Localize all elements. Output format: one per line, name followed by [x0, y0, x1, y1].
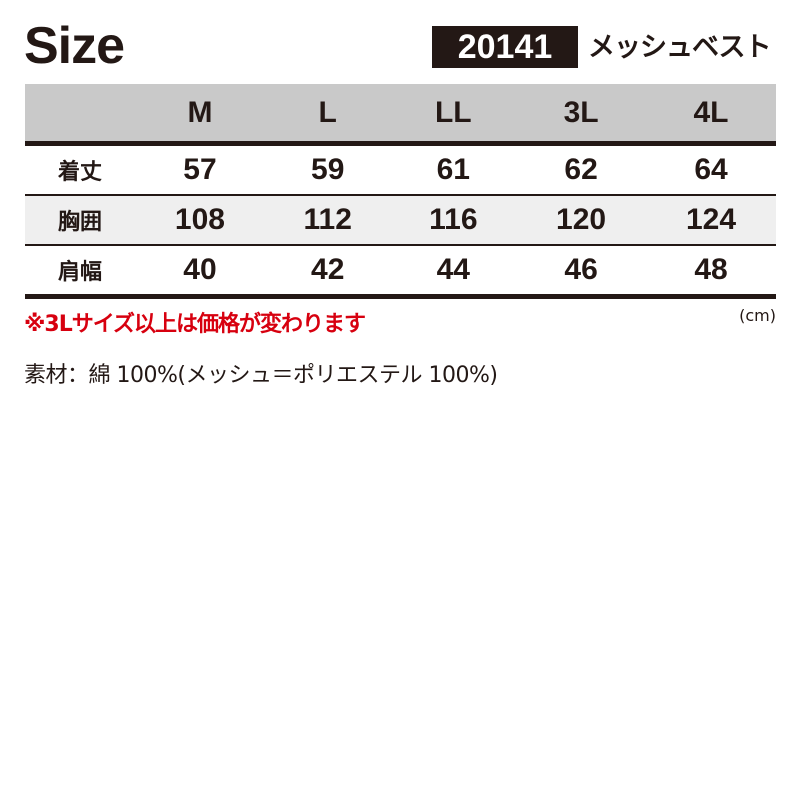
- table-cell: 108: [135, 195, 265, 246]
- table-cell: 61: [390, 143, 517, 196]
- price-note: ※3Lサイズ以上は価格が変わります: [24, 312, 366, 337]
- size-header-row: M L LL 3L 4L: [25, 84, 776, 146]
- size-table: M L LL 3L 4L 着丈 57 59 61 62 64 胸囲 108 11…: [25, 84, 776, 299]
- table-cell: 64: [646, 143, 776, 196]
- table-cell: 112: [264, 195, 391, 246]
- header-cell: [25, 84, 135, 146]
- table-cell: 116: [390, 195, 517, 246]
- table-row: 胸囲 108 112 116 120 124: [25, 195, 776, 246]
- table-cell: 62: [516, 143, 647, 196]
- table-cell: 40: [135, 245, 265, 299]
- header-cell: M: [135, 84, 265, 146]
- header-cell: L: [264, 84, 391, 146]
- row-label: 肩幅: [25, 245, 135, 299]
- table-cell: 57: [135, 143, 265, 196]
- unit-label: (cm): [739, 306, 776, 325]
- table-row: 着丈 57 59 61 62 64: [25, 143, 776, 196]
- header-cell: LL: [390, 84, 517, 146]
- table-cell: 120: [516, 195, 647, 246]
- header-cell: 4L: [646, 84, 776, 146]
- table-row: 肩幅 40 42 44 46 48: [25, 245, 776, 299]
- table-cell: 59: [264, 143, 391, 196]
- table-cell: 124: [646, 195, 776, 246]
- table-cell: 42: [264, 245, 391, 299]
- page-title: Size: [24, 17, 125, 75]
- header-cell: 3L: [516, 84, 647, 146]
- table-cell: 46: [516, 245, 647, 299]
- product-code-badge: 20141: [432, 26, 578, 68]
- product-name: メッシュベスト: [588, 32, 772, 63]
- table-cell: 44: [390, 245, 517, 299]
- row-label: 胸囲: [25, 195, 135, 246]
- row-label: 着丈: [25, 143, 135, 196]
- table-cell: 48: [646, 245, 776, 299]
- material-text: 素材：綿 100%(メッシュ＝ポリエステル 100%): [24, 363, 498, 388]
